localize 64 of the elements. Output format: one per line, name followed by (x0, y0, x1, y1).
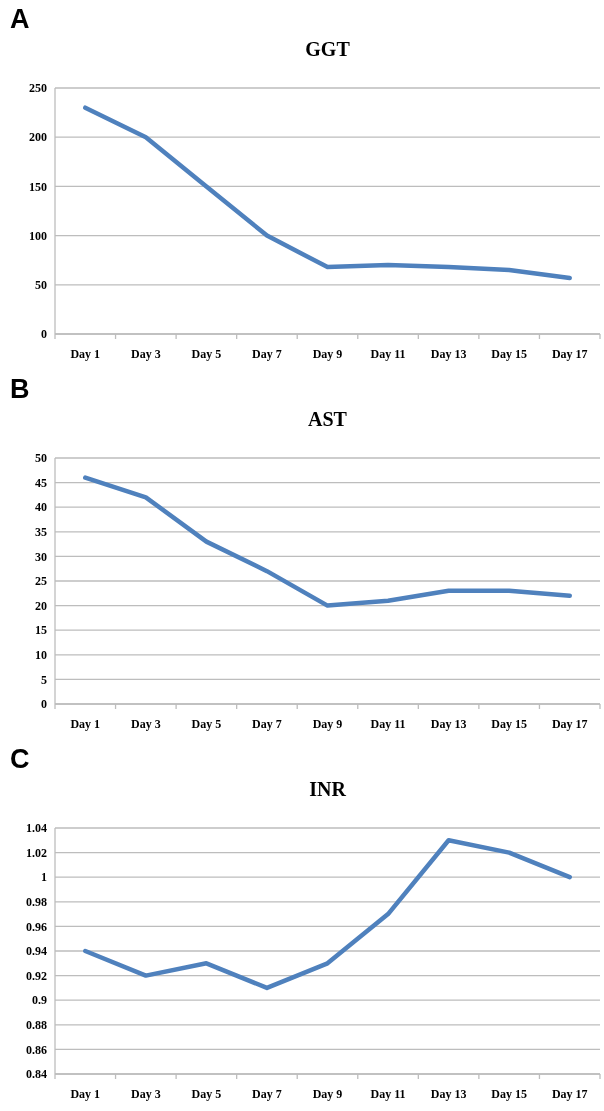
chart-title: GGT (305, 38, 351, 60)
x-tick-label: Day 3 (131, 347, 161, 361)
x-tick-label: Day 11 (370, 1087, 406, 1101)
x-tick-label: Day 3 (131, 1087, 161, 1101)
x-tick-label: Day 17 (551, 347, 588, 361)
chart-title: INR (309, 778, 347, 800)
x-tick-label: Day 9 (312, 717, 343, 731)
y-tick-label: 30 (35, 549, 47, 564)
text: B (10, 374, 30, 404)
x-tick-label: Day 17 (551, 1087, 588, 1101)
text: A (10, 4, 30, 34)
y-tick-label: 0.94 (26, 944, 47, 959)
x-tick-label: Day 13 (430, 717, 467, 731)
y-tick-label: 50 (35, 451, 47, 466)
y-tick-label: 10 (35, 648, 47, 662)
line-series (83, 105, 572, 281)
x-tick-label: Day 5 (191, 347, 222, 361)
x-tick-label: Day 13 (430, 1087, 467, 1101)
y-tick-label: 0.86 (26, 1042, 47, 1057)
x-tick-label: Day 15 (491, 717, 527, 731)
y-tick-label: 35 (35, 525, 47, 539)
y-tick-label: 20 (35, 598, 47, 613)
y-tick-label: 5 (41, 672, 47, 687)
y-tick-label: 45 (35, 475, 47, 490)
y-tick-label: 250 (29, 81, 47, 96)
y-tick-label: 0.84 (26, 1067, 47, 1082)
y-tick-label: 1 (41, 870, 47, 885)
y-tick-label: 50 (35, 278, 47, 292)
x-tick-label: Day 7 (252, 347, 282, 361)
y-tick-label: 150 (29, 179, 47, 194)
y-tick-label: 0.96 (26, 919, 47, 934)
y-tick-label: 100 (29, 228, 47, 243)
y-tick-label: 200 (29, 130, 47, 145)
y-tick-label: 40 (35, 500, 47, 515)
x-tick-label: Day 9 (312, 1087, 343, 1101)
x-tick-label: Day 1 (70, 717, 101, 731)
x-tick-label: Day 17 (551, 717, 588, 731)
x-tick-label: Day 1 (70, 347, 101, 361)
x-tick-label: Day 11 (370, 347, 406, 361)
y-tick-label: 0 (41, 697, 47, 712)
y-tick-label: 0.98 (26, 895, 47, 909)
y-tick-label: 1.04 (26, 821, 47, 836)
line-series (83, 838, 572, 991)
chart-title: AST (308, 408, 348, 430)
y-tick-label: 25 (35, 574, 47, 589)
x-tick-label: Day 9 (312, 347, 343, 361)
y-tick-label: 1.02 (26, 845, 47, 860)
x-tick-label: Day 7 (252, 717, 282, 731)
x-tick-label: Day 13 (430, 347, 467, 361)
x-tick-label: Day 1 (70, 1087, 101, 1101)
text: C (10, 744, 30, 774)
y-tick-label: 0 (41, 327, 47, 342)
line-series (83, 475, 572, 608)
x-tick-label: Day 15 (491, 347, 527, 361)
x-tick-label: Day 7 (252, 1087, 282, 1101)
y-tick-label: 0.88 (26, 1018, 47, 1032)
x-tick-label: Day 11 (370, 717, 406, 731)
y-tick-label: 15 (35, 623, 47, 638)
y-tick-label: 0.9 (32, 993, 47, 1008)
x-tick-label: Day 15 (491, 1087, 527, 1101)
x-tick-label: Day 5 (191, 717, 222, 731)
x-tick-label: Day 5 (191, 1087, 222, 1101)
y-tick-label: 0.92 (26, 968, 47, 983)
x-tick-label: Day 3 (131, 717, 161, 731)
